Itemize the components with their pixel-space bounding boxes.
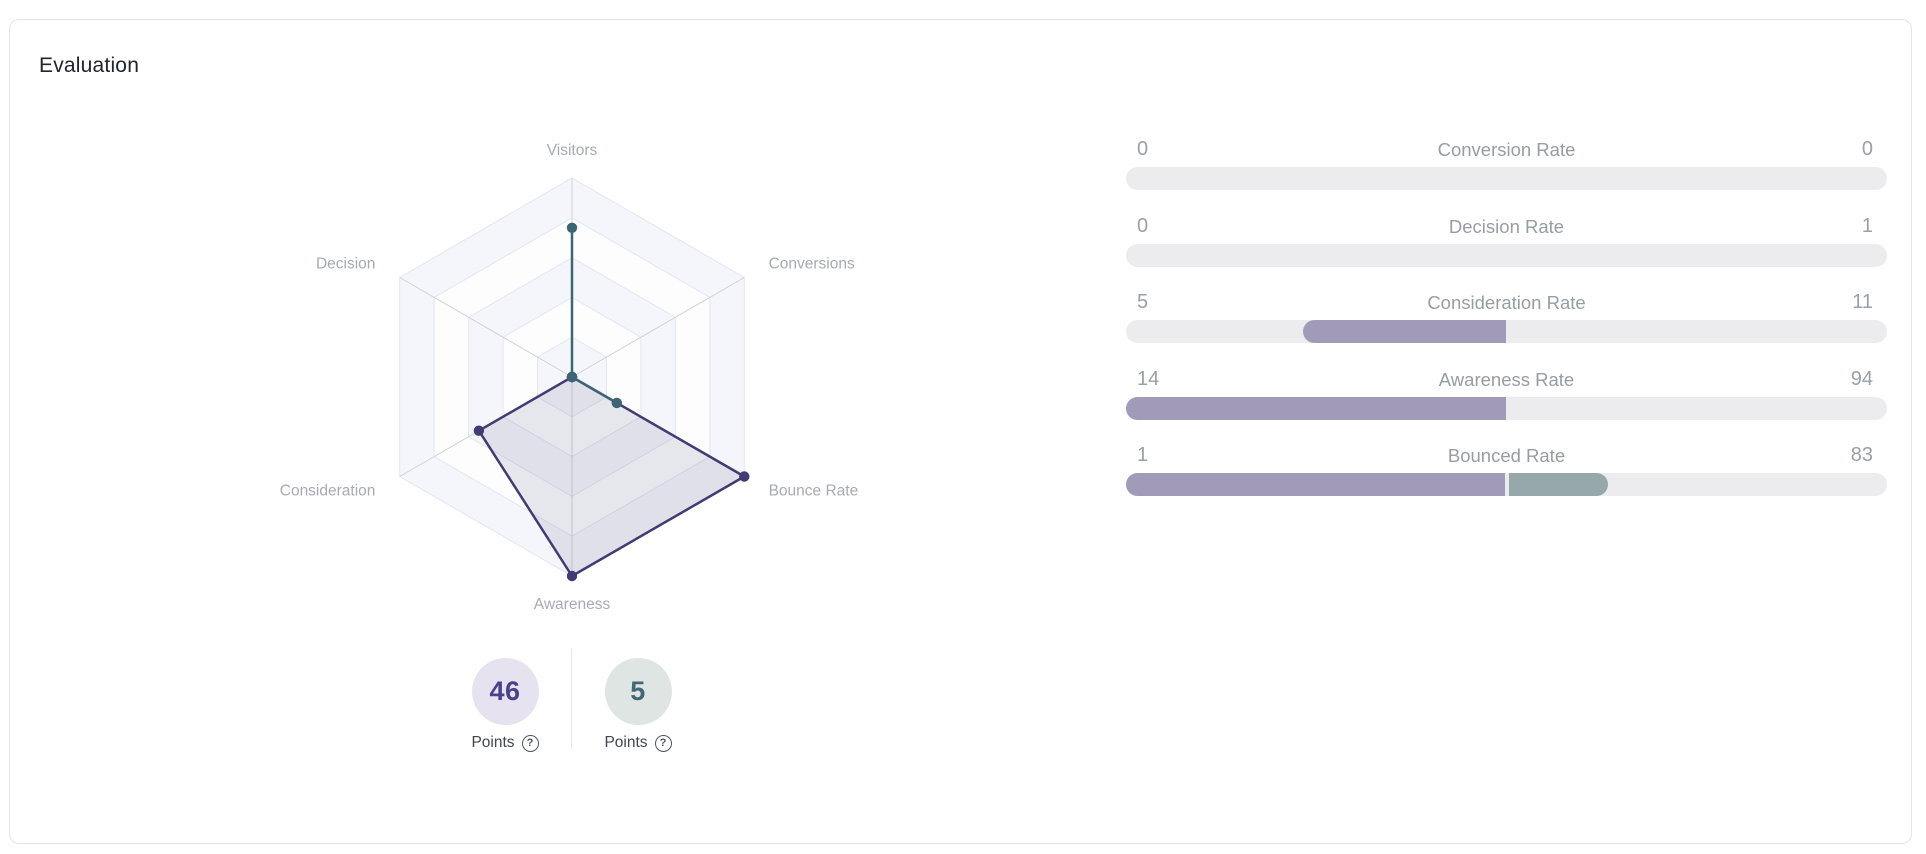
metric-right-value: 11 [1852,291,1873,313]
metric-bars: 0 Conversion Rate 0 0 Decision Rate 1 5 … [1126,138,1887,521]
metric-right-value: 83 [1850,444,1873,466]
metric-right-value: 1 [1861,214,1873,237]
radar-axis-label: Awareness [534,596,611,613]
radar-point-secondary [566,222,578,233]
points-label: Points [604,734,648,751]
metric-row-decision-rate: 0 Decision Rate 1 [1126,215,1887,267]
points-circle-primary: 46 [471,658,539,725]
metric-bar-track [1126,396,1887,420]
radar-axis-label: Consideration [280,483,375,500]
points-label: Points [471,734,515,751]
points-badge-primary: 46 Points ? [450,658,560,752]
metric-label: Conversion Rate [1437,139,1576,160]
points-badge-secondary: 5 Points ? [583,658,693,752]
metric-left-value: 1 [1137,444,1149,466]
points-value-secondary: 5 [630,676,646,706]
metric-left-value: 5 [1137,291,1149,313]
radar-axis-label: Conversions [769,256,855,273]
metric-row-consideration-rate: 5 Consideration Rate 11 [1126,291,1887,343]
points-circle-secondary: 5 [604,658,672,725]
metric-label: Consideration Rate [1427,292,1586,313]
radar-point-primary [566,570,578,582]
metric-left-value: 14 [1137,367,1160,390]
radar-chart: Visitors Conversions Bounce Rate Awareness C… [280,142,859,613]
radar-point-primary [739,471,750,482]
radar-spoke [399,277,573,378]
radar-point-secondary [611,397,622,409]
bar-fill-segment [1126,473,1505,496]
metric-label: Awareness Rate [1438,368,1575,390]
metric-label: Bounced Rate [1447,445,1566,466]
points-divider [571,649,572,749]
radar-point-primary [473,425,485,436]
metric-left-value: 0 [1137,214,1149,237]
metric-label: Decision Rate [1448,215,1565,237]
metric-bar-track [1126,473,1887,496]
help-icon[interactable]: ? [521,734,539,752]
card-title: Evaluation [39,54,140,77]
metric-bar-track [1126,320,1887,343]
metric-row-conversion-rate: 0 Conversion Rate 0 [1126,138,1887,190]
metric-right-value: 94 [1850,367,1873,390]
metric-row-awareness-rate: 14 Awareness Rate 94 [1126,368,1887,420]
metric-bar-track [1126,243,1887,267]
radar-axis-label: Bounce Rate [769,483,859,500]
evaluation-card: Evaluation Visitors Conversions Bounce Rat… [9,19,1912,844]
metric-bar-track [1126,167,1887,190]
radar-spoke [571,277,745,378]
points-summary: 46 Points ? 5 Points ? [10,649,870,768]
points-value-primary: 46 [489,676,521,706]
radar-point-secondary [566,371,578,383]
metric-row-bounced-rate: 1 Bounced Rate 83 [1126,444,1887,496]
bar-fill-segment [1303,320,1506,343]
bar-fill-segment [1126,396,1506,420]
metric-left-value: 0 [1137,138,1149,160]
radar-axis-label: Decision [316,256,375,273]
bar-fill-segment [1508,473,1608,496]
help-icon[interactable]: ? [654,734,672,752]
metric-right-value: 0 [1861,138,1873,160]
radar-axis-label: Visitors [547,142,598,159]
